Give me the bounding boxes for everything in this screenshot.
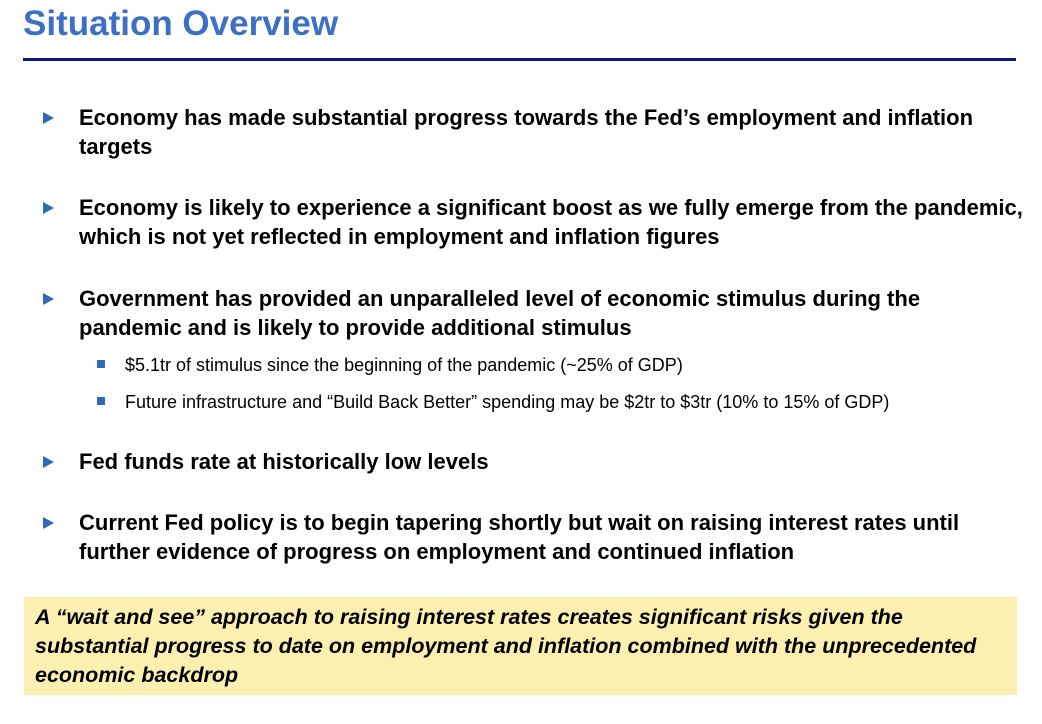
sub-bullet-text: $5.1tr of stimulus since the beginning o… <box>125 355 683 375</box>
bullet-text: Fed funds rate at historically low level… <box>79 449 489 474</box>
arrow-icon <box>43 456 54 468</box>
square-icon <box>97 360 105 368</box>
title-divider <box>23 58 1016 61</box>
bullet-text: Economy has made substantial progress to… <box>79 105 974 159</box>
square-icon <box>97 397 105 405</box>
arrow-icon <box>43 202 54 214</box>
arrow-icon <box>43 517 54 529</box>
bullet-text: Government has provided an unparalleled … <box>79 286 921 340</box>
sub-bullet-item: Future infrastructure and “Build Back Be… <box>0 390 1042 414</box>
callout-text: A “wait and see” approach to raising int… <box>35 605 977 687</box>
arrow-icon <box>43 293 54 305</box>
arrow-icon <box>43 112 54 124</box>
sub-bullet-text: Future infrastructure and “Build Back Be… <box>125 392 890 412</box>
bullet-text: Economy is likely to experience a signif… <box>79 195 1023 249</box>
key-takeaway-callout: A “wait and see” approach to raising int… <box>24 597 1017 695</box>
bullet-text: Current Fed policy is to begin tapering … <box>79 510 960 564</box>
sub-bullet-item: $5.1tr of stimulus since the beginning o… <box>0 353 1042 377</box>
slide-title: Situation Overview <box>23 4 339 43</box>
